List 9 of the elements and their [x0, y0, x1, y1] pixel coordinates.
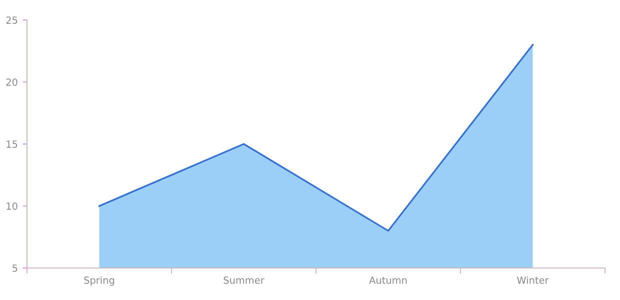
y-tick-label: 15 [6, 140, 18, 148]
x-tick-label: Autumn [369, 276, 407, 284]
y-tick-label: 10 [6, 202, 18, 210]
y-tick-label: 20 [6, 78, 18, 86]
y-tick-label: 5 [12, 264, 18, 272]
x-tick-label: Spring [84, 276, 114, 286]
x-tick-label: Winter [517, 276, 549, 284]
x-tick-label: Summer [224, 276, 264, 284]
y-tick-label: 25 [6, 16, 18, 24]
